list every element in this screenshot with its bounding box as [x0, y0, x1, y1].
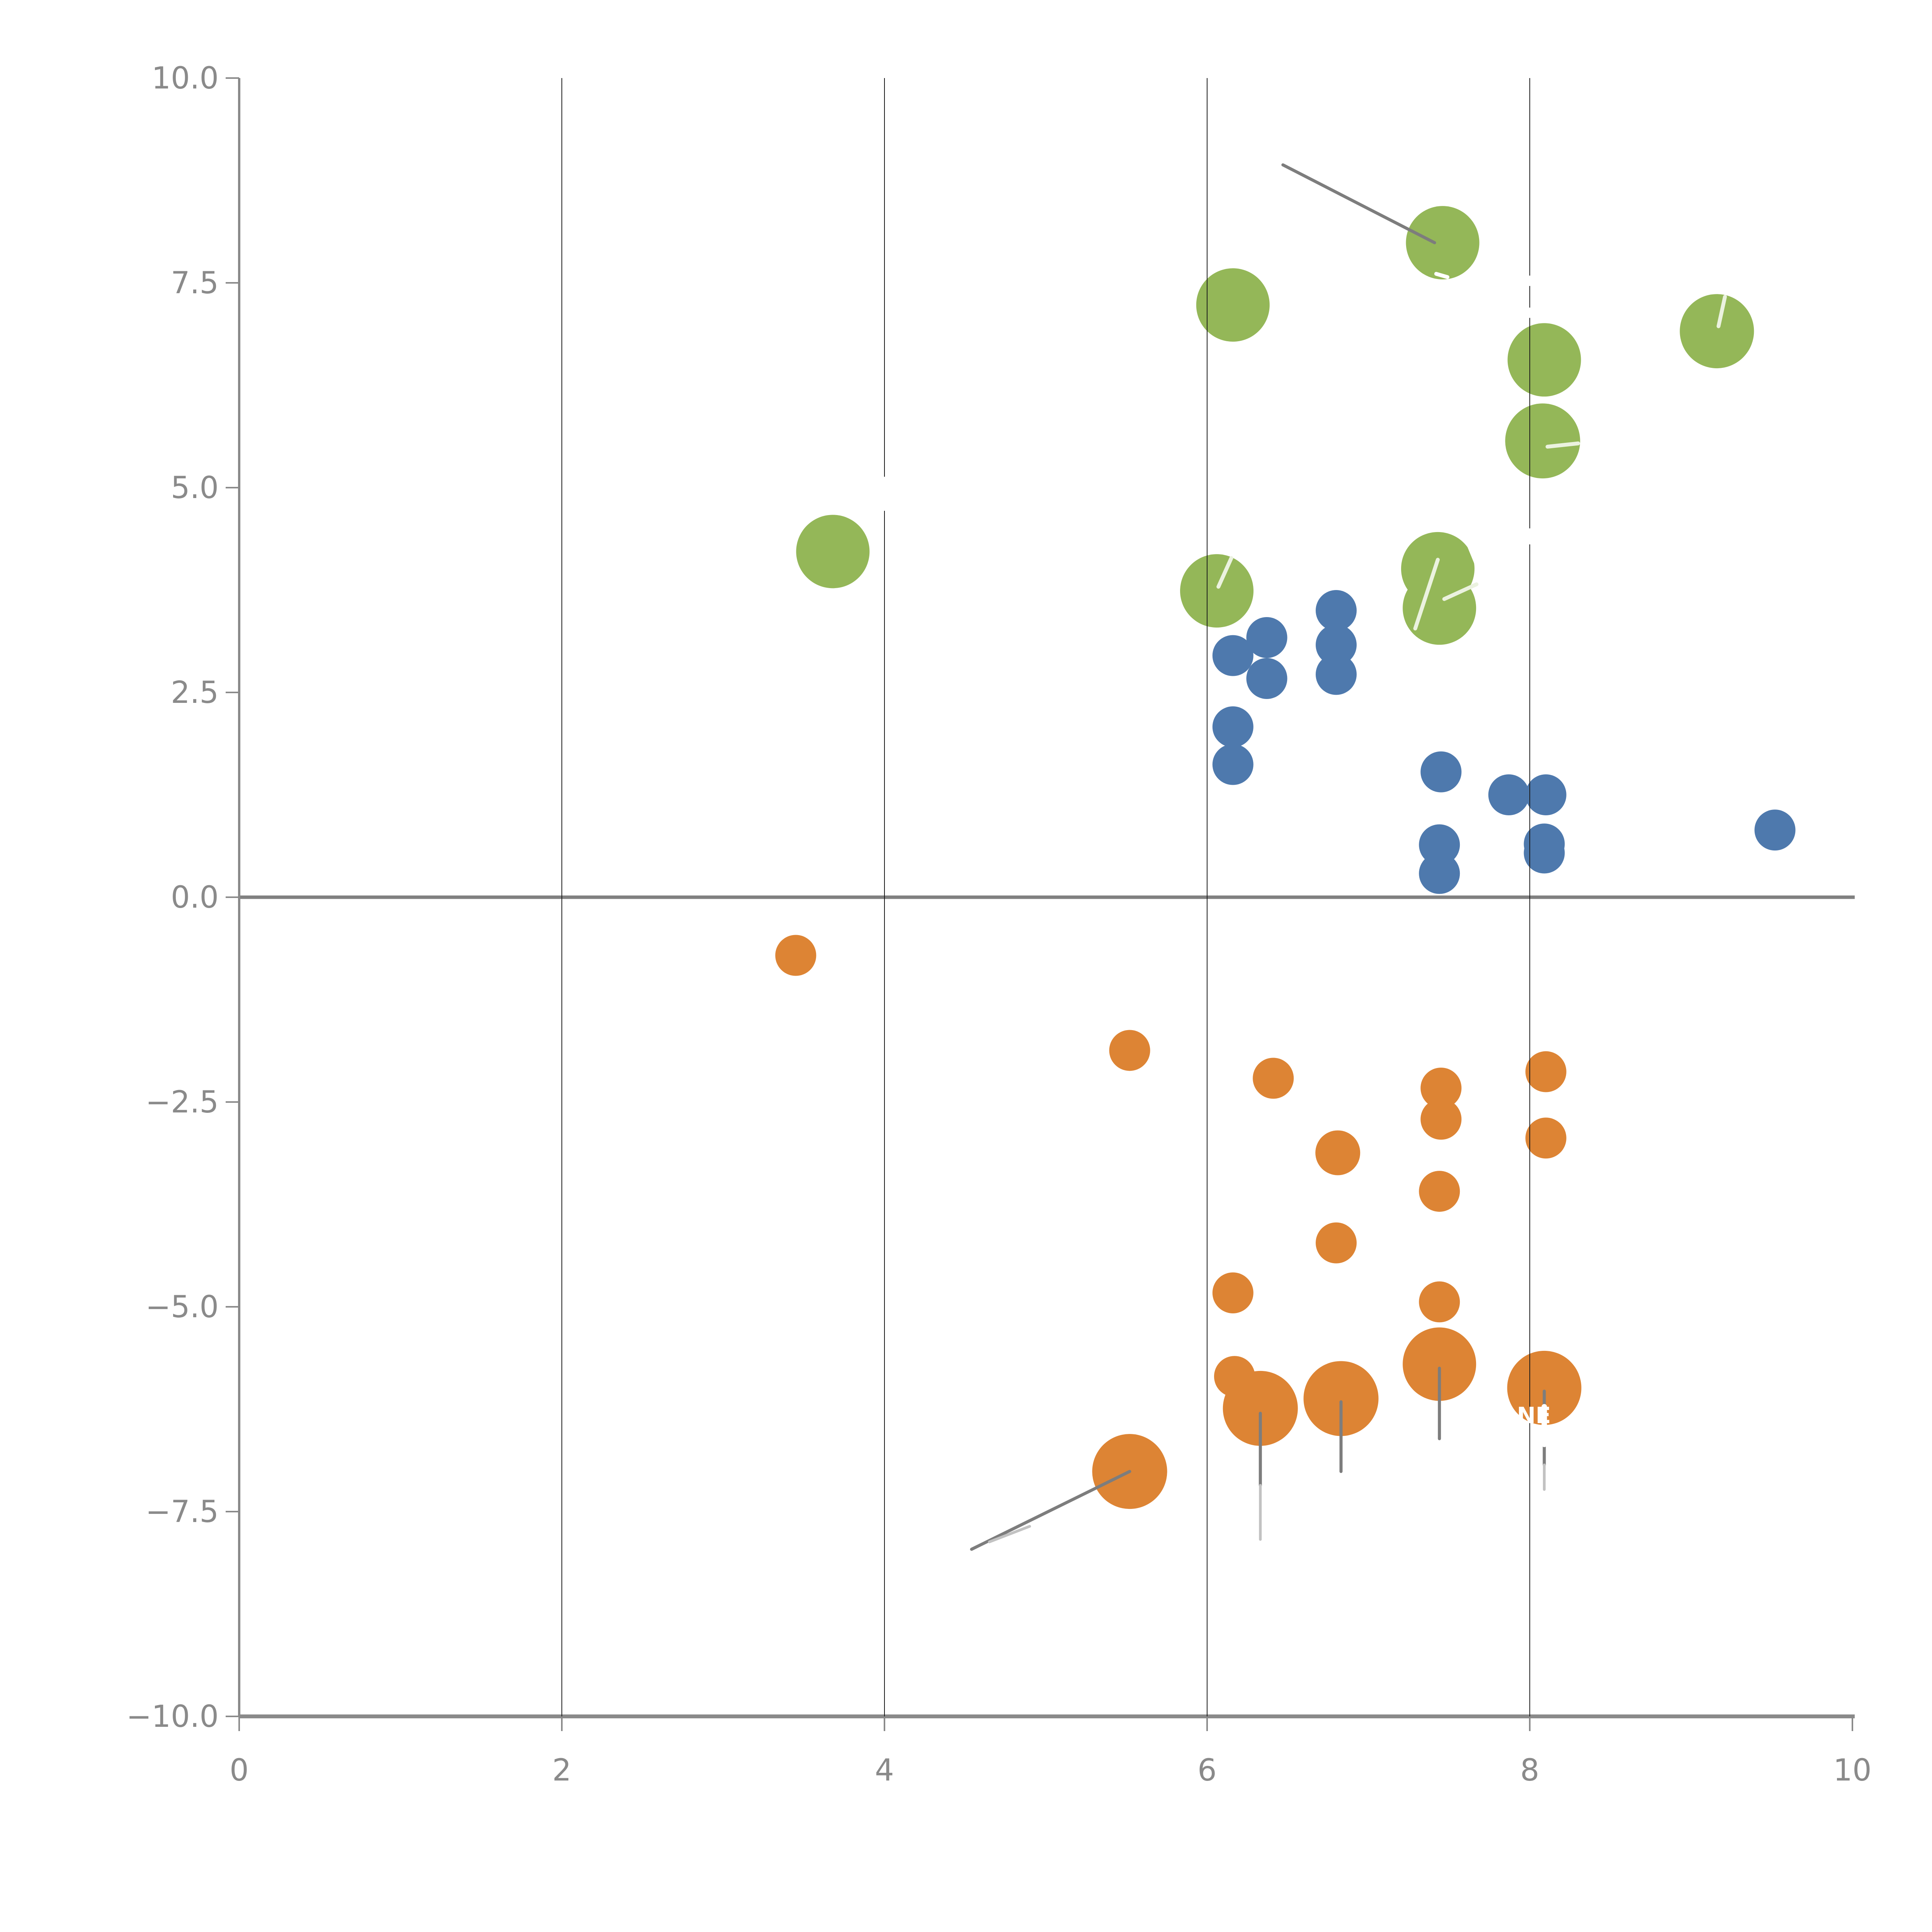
x-tick-label: 6: [1197, 1753, 1217, 1788]
scatter-point-orange-bubbles: [1315, 1130, 1361, 1175]
scatter-point-orange-bubbles: [775, 935, 816, 976]
scatter-point-orange-bubbles: [1212, 1272, 1253, 1313]
scatter-point-orange-bubbles: [1525, 1051, 1566, 1092]
y-tick-label: −2.5: [146, 1085, 219, 1120]
scatter-point-blue-dots: [1419, 824, 1460, 866]
y-tick-label: −5.0: [146, 1290, 219, 1325]
scatter-point-orange-bubbles: [1507, 1350, 1582, 1425]
y-tick-label: 5.0: [171, 471, 219, 505]
annotation-line-gray: [1281, 163, 1436, 245]
annotation-line-white: [1216, 556, 1233, 589]
annotation-line-white: [1545, 441, 1580, 449]
annotation-line-white: [1413, 558, 1440, 631]
x-tick-label: 8: [1520, 1753, 1539, 1788]
scatter-point-blue-dots: [1246, 617, 1287, 658]
white-annotation-text: NE: [1517, 1402, 1551, 1429]
scatter-point-blue-dots: [1754, 810, 1796, 851]
scatter-point-orange-bubbles: [1420, 1067, 1462, 1109]
scatter-point-blue-dots: [1488, 774, 1529, 815]
scatter-point-green-bubbles: [1196, 268, 1270, 342]
scatter-point-orange-bubbles: [1316, 1222, 1357, 1264]
scatter-point-green-bubbles: [1403, 571, 1476, 645]
scatter-point-green-bubbles: [1406, 206, 1480, 280]
scatter-point-green-bubbles: [1507, 323, 1581, 397]
scatter-point-orange-bubbles: [1419, 1171, 1460, 1212]
scatter-point-orange-bubbles: [1525, 1117, 1566, 1159]
scatter-point-green-bubbles: [1680, 294, 1754, 369]
scatter-point-blue-dots: [1316, 624, 1357, 666]
scatter-point-orange-bubbles: [1420, 1099, 1462, 1140]
annotation-line-white: [1466, 541, 1479, 566]
annotation-line-light: [988, 1525, 1031, 1543]
scatter-point-blue-dots: [1525, 774, 1566, 815]
y-tick-label: 0.0: [171, 880, 219, 915]
x-tick-label: 2: [552, 1753, 571, 1788]
scatter-point-green-bubbles: [1505, 403, 1580, 479]
y-tick-label: −7.5: [146, 1495, 219, 1529]
scatter-point-green-bubbles: [796, 515, 870, 588]
scatter-point-orange-bubbles: [1303, 1361, 1379, 1436]
annotation-line-white: [1434, 272, 1450, 279]
scatter-point-orange-bubbles: [1253, 1058, 1294, 1099]
scatter-point-green-bubbles: [1180, 554, 1254, 628]
scatter-point-orange-bubbles: [1109, 1030, 1150, 1071]
scatter-point-blue-dots: [1316, 590, 1357, 631]
y-tick-label: 2.5: [171, 675, 219, 710]
x-tick-label: 10: [1833, 1753, 1871, 1788]
y-tick-label: −10.0: [126, 1699, 219, 1734]
x-tick-label: 4: [875, 1753, 894, 1788]
scatter-point-blue-dots: [1524, 832, 1565, 874]
scatter-point-blue-dots: [1246, 658, 1287, 699]
scatter-point-orange-bubbles: [1403, 1327, 1476, 1401]
annotation-line-white: [1716, 295, 1727, 328]
scatter-point-blue-dots: [1212, 635, 1253, 676]
annotation-line-white: [1442, 582, 1479, 601]
x-tick-label: 0: [230, 1753, 249, 1788]
scatter-point-orange-bubbles: [1223, 1371, 1298, 1446]
scatter-point-orange-bubbles: [1419, 1281, 1460, 1323]
y-tick-label: 10.0: [151, 61, 219, 96]
scatter-point-blue-dots: [1419, 853, 1460, 894]
scatter-point-blue-dots: [1212, 706, 1253, 748]
scatter-point-blue-dots: [1212, 744, 1253, 785]
annotation-line-gray: [970, 1470, 1131, 1551]
y-tick-label: 7.5: [171, 266, 219, 301]
scatter-point-blue-dots: [1420, 751, 1462, 793]
scatter-point-blue-dots: [1316, 654, 1357, 695]
